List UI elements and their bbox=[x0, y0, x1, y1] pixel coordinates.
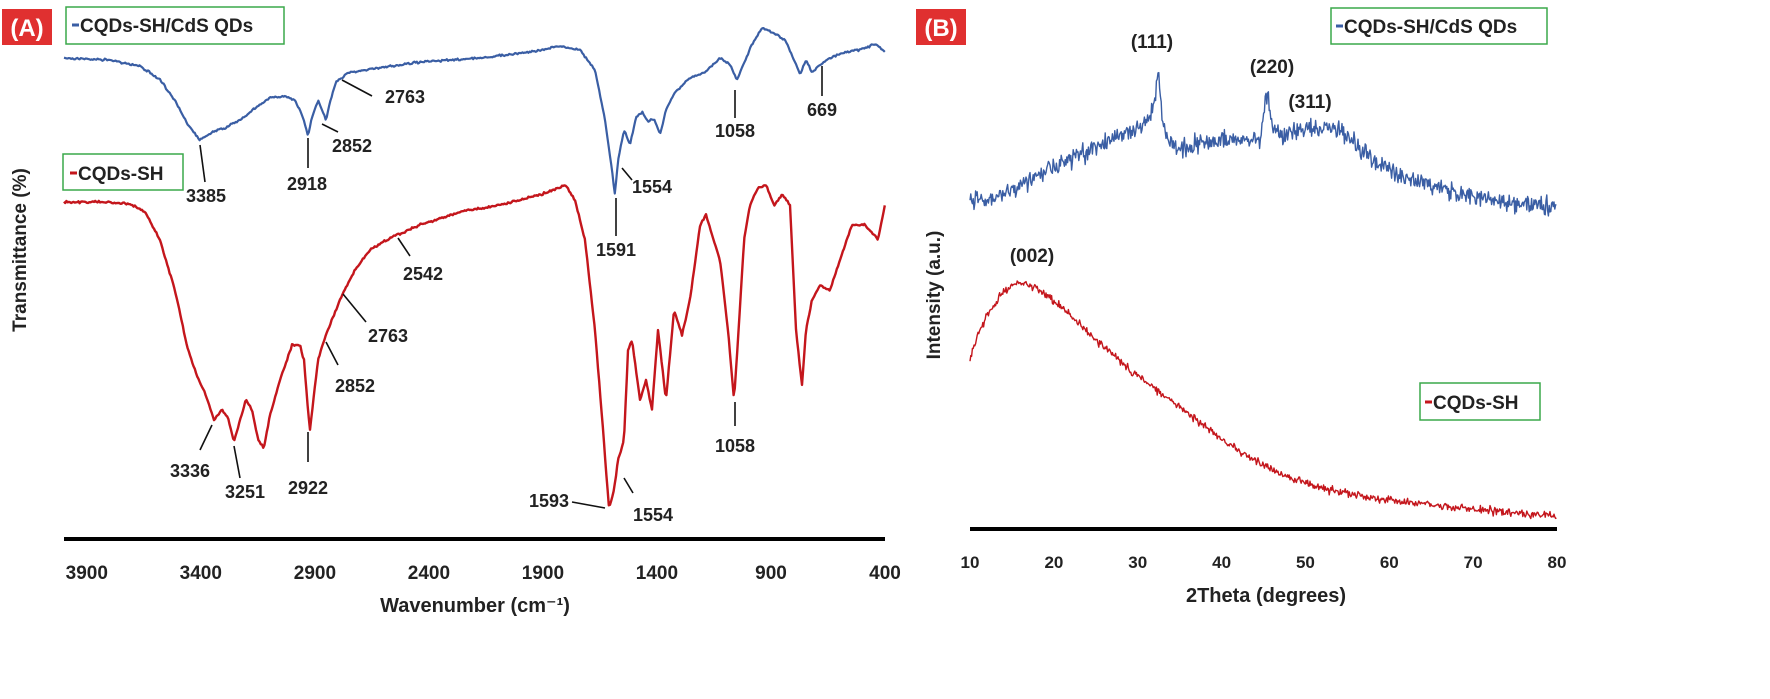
peak-leader-line bbox=[199, 424, 213, 451]
x-tick-label-a: 3900 bbox=[66, 563, 108, 584]
legend-a-red-label: CQDs-SH bbox=[78, 164, 164, 185]
peak-label: 2763 bbox=[385, 87, 425, 107]
peak-leader-line bbox=[321, 123, 339, 133]
peak-label: 2852 bbox=[335, 376, 375, 396]
peak-label: (002) bbox=[1010, 246, 1054, 267]
panel-a-xlabel: Wavenumber (cm⁻¹) bbox=[380, 595, 570, 617]
panel-b: (B) Intensity (a.u.) 10 20 30 40 50 60 70 80 2T… bbox=[916, 7, 1567, 607]
peak-label: 669 bbox=[807, 100, 837, 120]
peak-leader-line bbox=[621, 167, 633, 181]
peak-leader-line bbox=[342, 293, 367, 323]
peak-label: 2918 bbox=[287, 174, 327, 194]
peak-label: 1058 bbox=[715, 436, 755, 456]
peak-label: 1058 bbox=[715, 121, 755, 141]
x-tick-label-a: 2400 bbox=[408, 563, 450, 584]
panel-a-ylabel: Transmittance (%) bbox=[10, 168, 31, 332]
x-tick-label-b: 20 bbox=[1044, 553, 1063, 572]
x-tick-label-a: 400 bbox=[869, 563, 901, 584]
x-tick-label-b: 30 bbox=[1128, 553, 1147, 572]
series-line-cqds-sh-cds-a bbox=[63, 27, 886, 195]
legend-b-red-label: CQDs-SH bbox=[1433, 393, 1519, 414]
x-tick-label-a: 1900 bbox=[522, 563, 564, 584]
series-line-cqds-sh-cds-b bbox=[969, 71, 1557, 217]
x-tick-label-b: 70 bbox=[1464, 553, 1483, 572]
peak-leader-line bbox=[199, 144, 206, 183]
peak-label: 3336 bbox=[170, 461, 210, 481]
series-line-cqds-sh-a bbox=[63, 184, 886, 507]
peak-label: 2542 bbox=[403, 264, 443, 284]
panel-b-label-box bbox=[916, 9, 966, 45]
legend-b-blue-box bbox=[1330, 7, 1548, 45]
legend-b-blue-label: CQDs-SH/CdS QDs bbox=[1344, 17, 1517, 38]
x-tick-label-b: 10 bbox=[961, 553, 980, 572]
legend-a-blue-label: CQDs-SH/CdS QDs bbox=[80, 16, 253, 37]
panel-b-ylabel: Intensity (a.u.) bbox=[924, 231, 945, 360]
legend-b-red-box bbox=[1419, 382, 1541, 421]
peak-label: 3385 bbox=[186, 186, 226, 206]
panel-a: (A) Transmittance (%) 3900 3400 2900 2400 19… bbox=[2, 6, 901, 617]
legend-a-blue-box bbox=[65, 6, 285, 45]
peak-leader-line bbox=[341, 79, 373, 97]
peak-label: 1554 bbox=[633, 505, 673, 525]
peak-leader-line bbox=[397, 237, 411, 257]
x-tick-label-a: 2900 bbox=[294, 563, 336, 584]
x-tick-label-b: 50 bbox=[1296, 553, 1315, 572]
peak-leader-line bbox=[325, 341, 339, 366]
x-tick-label-b: 40 bbox=[1212, 553, 1231, 572]
legend-a-red-box bbox=[62, 153, 184, 191]
peak-label: 1591 bbox=[596, 240, 636, 260]
x-tick-label-b: 60 bbox=[1380, 553, 1399, 572]
peak-leader-line bbox=[623, 477, 634, 494]
peak-label: 1554 bbox=[632, 177, 672, 197]
x-tick-label-b: 80 bbox=[1548, 553, 1567, 572]
peak-label: 2763 bbox=[368, 326, 408, 346]
peak-label: (311) bbox=[1288, 92, 1331, 113]
peak-label: 3251 bbox=[225, 482, 265, 502]
peak-label: 1593 bbox=[529, 491, 569, 511]
peak-leader-line bbox=[233, 445, 241, 479]
peak-label: (111) bbox=[1131, 32, 1173, 53]
panel-b-xlabel: 2Theta (degrees) bbox=[1186, 585, 1346, 607]
peak-label: 2852 bbox=[332, 136, 372, 156]
panel-a-label: (A) bbox=[10, 15, 43, 42]
panel-b-label: (B) bbox=[924, 15, 957, 42]
peak-label: (220) bbox=[1250, 57, 1294, 78]
peak-leader-line bbox=[571, 501, 606, 509]
peak-label: 2922 bbox=[288, 478, 328, 498]
panel-a-label-box bbox=[2, 9, 52, 45]
x-tick-label-a: 900 bbox=[755, 563, 787, 584]
x-tick-label-a: 1400 bbox=[636, 563, 678, 584]
series-line-cqds-sh-b bbox=[969, 280, 1557, 520]
x-tick-label-a: 3400 bbox=[180, 563, 222, 584]
